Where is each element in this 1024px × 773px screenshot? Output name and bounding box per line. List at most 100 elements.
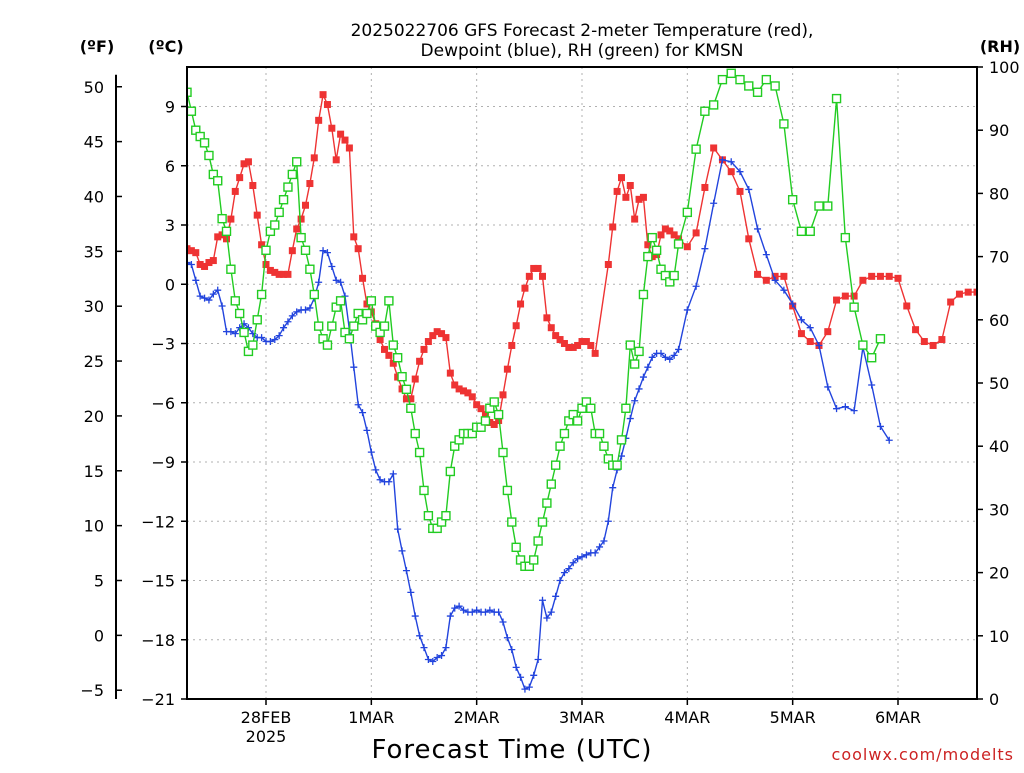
dewpoint-marker	[626, 415, 634, 423]
dewpoint-marker	[543, 614, 551, 622]
temperature-marker	[310, 154, 318, 162]
f-tick-label: 35	[84, 242, 104, 261]
dewpoint-marker	[574, 555, 582, 563]
temperature-marker	[543, 314, 551, 322]
dewpoint-marker	[196, 292, 204, 300]
dewpoint-marker	[192, 276, 200, 284]
temperature-marker	[868, 272, 876, 280]
temperature-marker	[359, 274, 367, 282]
dewpoint-marker	[293, 308, 301, 316]
temperature-marker	[955, 290, 963, 298]
x-tick-label: 6MAR	[875, 708, 921, 727]
rh-marker	[621, 403, 631, 413]
temperature-marker	[381, 345, 388, 353]
dewpoint-marker	[473, 606, 481, 614]
temperature-marker	[565, 343, 573, 351]
temperature-marker	[929, 341, 937, 349]
rh-marker	[388, 340, 398, 350]
temperature-marker	[258, 241, 266, 249]
dewpoint-marker	[420, 644, 428, 652]
dewpoint-marker	[635, 385, 643, 393]
dewpoint-marker	[337, 278, 345, 286]
temperature-marker	[547, 324, 555, 332]
temperature-marker	[328, 124, 336, 132]
rh-tick-label: 100	[989, 58, 1020, 77]
dewpoint-marker	[350, 363, 358, 371]
temperature-marker	[464, 389, 472, 397]
temperature-marker	[964, 288, 972, 296]
x-tick-label: 2MAR	[454, 708, 500, 727]
temperature-marker	[512, 322, 520, 330]
dewpoint-marker	[389, 470, 397, 478]
temperature-marker	[499, 391, 507, 399]
rh-marker	[586, 403, 596, 413]
c-tick-label: −15	[141, 572, 175, 591]
dewpoint-marker	[328, 262, 336, 270]
c-tick-label: −21	[141, 690, 175, 709]
temperature-marker	[306, 180, 314, 188]
temperature-marker	[591, 349, 599, 357]
rh-marker	[410, 428, 420, 439]
temperature-marker	[315, 116, 323, 124]
rh-marker	[796, 226, 807, 237]
rh-marker	[335, 296, 346, 306]
rh-marker	[401, 384, 412, 395]
dewpoint-marker	[442, 644, 450, 652]
dewpoint-marker	[433, 654, 441, 662]
dewpoint-marker	[323, 249, 331, 257]
rh-marker	[849, 302, 859, 312]
rh-tick-label: 50	[989, 374, 1009, 393]
dewpoint-marker	[666, 355, 674, 363]
rh-marker	[647, 232, 657, 243]
rh-marker	[226, 264, 236, 274]
temperature-marker	[569, 343, 577, 351]
rh-marker	[270, 220, 280, 230]
rh-marker	[234, 308, 245, 319]
dewpoint-marker	[868, 381, 876, 389]
rh-marker	[726, 68, 736, 79]
dewpoint-marker	[411, 612, 419, 620]
rh-marker	[770, 81, 780, 91]
dewpoint-marker	[600, 537, 608, 545]
temperature-marker	[833, 296, 841, 304]
f-tick-label: 10	[84, 517, 104, 536]
temperature-marker	[389, 359, 397, 367]
dewpoint-line	[187, 158, 890, 691]
rh-marker	[708, 100, 719, 110]
temperature-marker	[613, 187, 621, 195]
temperature-marker	[271, 268, 279, 276]
rh-marker	[423, 511, 434, 521]
dewpoint-marker	[481, 608, 489, 616]
temperature-marker	[657, 231, 665, 239]
temperature-marker	[587, 341, 595, 349]
temperature-marker	[912, 326, 920, 334]
rh-marker	[327, 321, 337, 331]
dewpoint-marker	[429, 657, 437, 665]
dewpoint-marker	[552, 592, 560, 600]
rh-marker	[199, 138, 210, 148]
rh-marker	[292, 157, 302, 167]
dewpoint-marker	[569, 559, 577, 567]
temperature-marker	[710, 144, 718, 152]
rh-marker	[823, 201, 833, 211]
rh-marker	[537, 517, 548, 527]
temperature-marker	[670, 231, 678, 239]
dewpoint-marker	[271, 336, 279, 344]
temperature-marker	[885, 272, 893, 280]
rh-marker	[419, 485, 429, 496]
dewpoint-marker	[771, 276, 779, 284]
temperature-marker	[262, 261, 270, 268]
dewpoint-marker	[446, 612, 454, 620]
dewpoint-marker	[288, 312, 296, 320]
temperature-marker	[503, 365, 511, 373]
rh-marker	[542, 498, 552, 508]
temperature-marker	[302, 201, 309, 209]
dewpoint-marker	[560, 569, 568, 577]
rh-marker	[682, 207, 693, 218]
rh-marker	[700, 106, 710, 116]
dewpoint-marker	[376, 476, 384, 484]
rh-marker	[445, 466, 456, 477]
temperature-marker	[859, 276, 867, 284]
rh-marker	[261, 245, 271, 255]
